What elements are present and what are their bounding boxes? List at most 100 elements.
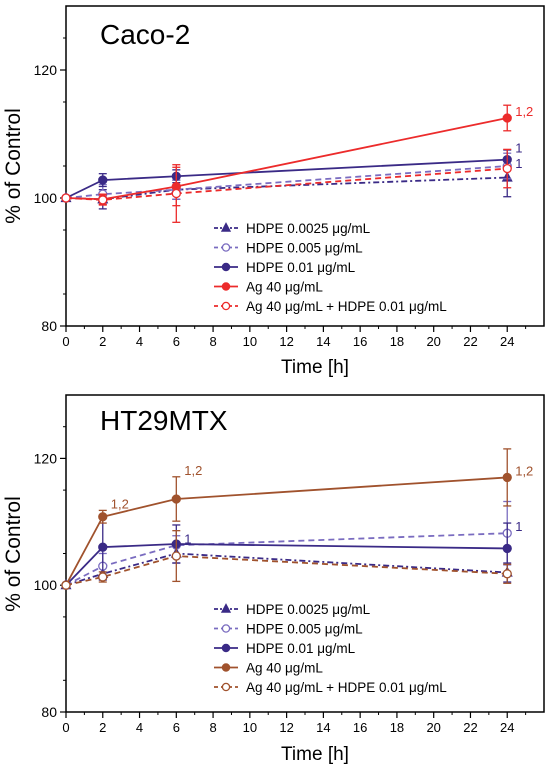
legend: HDPE 0.0025 μg/mL HDPE 0.005 μg/mL HDPE 0.… [214,221,447,314]
x-tick-label: 20 [426,334,440,349]
x-axis-label: Time [h] [281,744,349,765]
x-tick-label: 2 [99,334,106,349]
series-line [65,552,508,587]
series-3 [61,514,512,590]
y-tick-label: 80 [41,318,57,334]
x-tick-label: 18 [390,334,404,349]
legend-entry-label: Ag 40 μg/mL [246,280,323,295]
series-1 [60,543,513,590]
series-line [65,167,508,201]
data-point [220,222,232,232]
x-tick-label: 6 [173,334,180,349]
data-point [221,682,231,692]
x-tick-label: 18 [390,720,404,735]
data-point [221,282,231,291]
legend-entry-label: Ag 40 μg/mL [246,661,323,676]
data-point [221,663,231,672]
legend-entry-label: HDPE 0.0025 μg/mL [246,221,371,236]
x-tick-label: 20 [426,720,440,735]
data-point [98,175,108,185]
y-tick-label: 100 [34,577,58,593]
y-tick-label: 100 [34,190,58,206]
y-tick-label: 80 [41,704,57,720]
x-tick-label: 22 [463,334,477,349]
y-tick-label: 120 [34,62,58,78]
data-point [171,551,181,561]
x-tick-label: 6 [173,720,180,735]
legend-entry-label: Ag 40 μg/mL + HDPE 0.01 μg/mL [246,299,447,314]
data-point [220,603,232,613]
significance-label: 1 [515,519,522,534]
data-point [171,188,181,199]
data-point [221,643,231,653]
series-line [65,555,508,587]
data-point [98,572,108,582]
y-tick-label: 120 [34,450,58,466]
data-point [171,494,181,504]
significance-label: 1 [515,156,522,171]
legend: HDPE 0.0025 μg/mL HDPE 0.005 μg/mL HDPE 0.… [214,602,447,695]
x-tick-label: 10 [243,334,257,349]
data-point [502,569,512,579]
chart-panel-1: Caco-20 2 4 6 8 10 12 14 16 18 20 22 2480100120Time … [2,5,545,378]
data-point [502,543,512,554]
data-point [502,163,512,174]
x-tick-label: 24 [500,720,514,735]
x-tick-label: 2 [99,720,106,735]
legend-entry-label: HDPE 0.0025 μg/mL [246,602,371,617]
legend-entry-label: Ag 40 μg/mL + HDPE 0.01 μg/mL [246,680,447,695]
x-tick-label: 8 [209,334,216,349]
series-line [65,117,508,201]
series-line [65,532,508,586]
data-point [98,195,108,205]
series-5 [61,530,512,590]
series-1 [60,157,513,210]
x-tick-label: 12 [279,720,293,735]
series-5 [61,148,512,223]
significance-label: 1,2 [111,496,129,511]
data-point [502,113,512,123]
x-tick-label: 4 [136,720,143,735]
data-point [98,512,108,522]
x-tick-label: 14 [316,334,330,349]
series-line [65,158,508,199]
x-tick-label: 0 [62,334,69,349]
significance-label: 1,2 [184,463,202,478]
significance-label: 1 [515,140,522,155]
x-tick-label: 22 [463,720,477,735]
data-point [61,580,71,590]
data-point [221,243,231,252]
x-axis-label: Time [h] [281,357,349,378]
series-line [65,543,508,586]
plot-frame [65,5,545,327]
legend-entry-label: HDPE 0.01 μg/mL [246,641,356,656]
series-4 [61,104,512,207]
x-tick-label: 16 [353,334,367,349]
legend-entry-label: HDPE 0.01 μg/mL [246,260,356,275]
chart-title: HT29MTX [100,405,228,436]
x-tick-label: 0 [62,720,69,735]
data-point [221,262,231,272]
chart-title: Caco-2 [100,19,190,50]
data-point [61,193,71,203]
data-point [221,301,231,311]
legend-entry-label: HDPE 0.005 μg/mL [246,622,363,637]
y-axis-label: % of Control [2,496,25,612]
significance-label: 1 [184,531,191,546]
series-line [65,176,508,201]
x-tick-label: 12 [279,334,293,349]
x-tick-label: 16 [353,720,367,735]
legend-entry-label: HDPE 0.005 μg/mL [246,241,363,256]
data-point [502,472,512,483]
x-tick-label: 14 [316,720,330,735]
data-point [221,624,231,633]
significance-label: 1,2 [515,463,533,478]
x-tick-label: 24 [500,334,514,349]
y-axis-label: % of Control [2,108,25,224]
data-point [98,542,108,552]
x-tick-label: 8 [209,720,216,735]
x-tick-label: 4 [136,334,143,349]
series-line [65,476,508,586]
